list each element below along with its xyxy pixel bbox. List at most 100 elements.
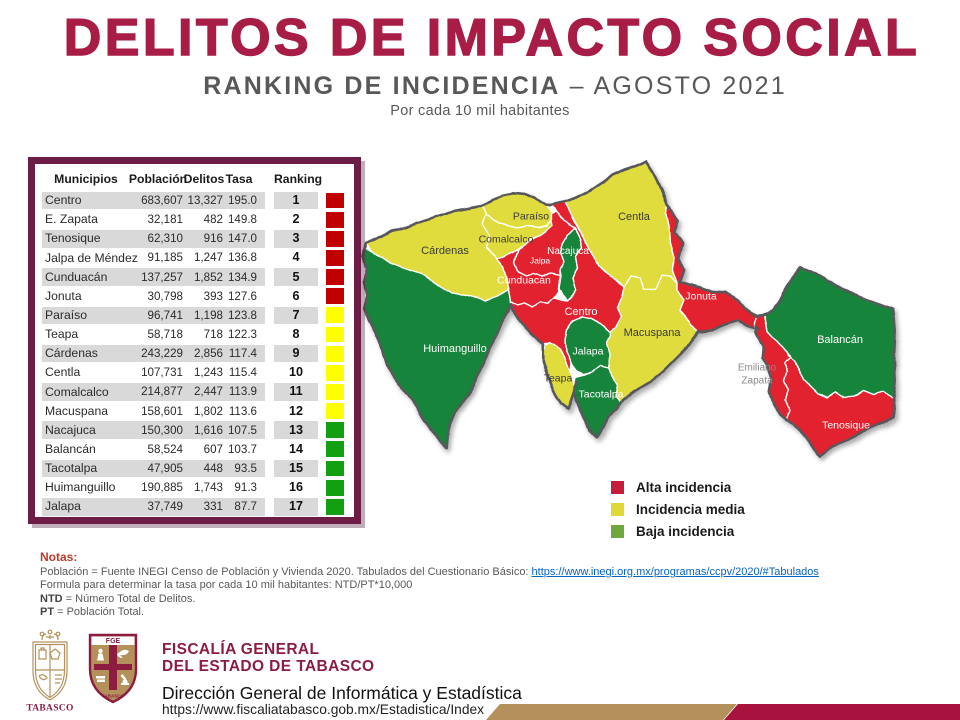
- col-header-municipios: Municipios: [54, 172, 118, 186]
- rank-band: [274, 421, 318, 439]
- cell-municipio: Cárdenas: [45, 346, 98, 361]
- department-name: Dirección General de Informática y Estad…: [162, 683, 522, 703]
- cell-municipio: Huimanguillo: [45, 480, 116, 495]
- cell-poblacion: 37,749: [147, 500, 183, 514]
- rank-band: [274, 383, 318, 401]
- table-header: Municipios Población Delitos Tasa Rankin…: [35, 164, 354, 191]
- col-header-poblacion: Población: [128, 172, 188, 186]
- table-row[interactable]: Paraíso 96,741 1,198 123.8 7: [35, 306, 354, 325]
- table-row[interactable]: Centla 107,731 1,243 115.4 10: [35, 363, 354, 382]
- table-row[interactable]: Nacajuca 150,300 1,616 107.5 13: [35, 421, 354, 440]
- inegi-link[interactable]: https://www.inegi.org.mx/programas/ccpv/…: [531, 566, 819, 578]
- table-row[interactable]: Jonuta 30,798 393 127.6 6: [35, 287, 354, 306]
- map-label: Tenosique: [822, 419, 870, 432]
- cell-poblacion: 91,185: [147, 251, 183, 265]
- cell-ranking: 12: [288, 403, 303, 418]
- cell-delitos: 331: [203, 500, 223, 514]
- cell-ranking: 2: [292, 212, 300, 227]
- crest2-caption: FGE: [106, 638, 121, 645]
- col-header-ranking: Ranking: [274, 172, 323, 186]
- cell-tasa: 117.4: [228, 347, 257, 361]
- table-row[interactable]: Centro 683,607 13,327 195.0 1: [35, 191, 354, 210]
- row-band: [42, 306, 265, 325]
- map-label: Paraíso: [512, 210, 550, 223]
- table-row[interactable]: Comalcalco 214,877 2,447 113.9 11: [35, 382, 354, 401]
- cell-tasa: 113.6: [228, 404, 257, 418]
- cell-delitos: 1,198: [193, 308, 223, 322]
- row-color-chip: [326, 460, 344, 477]
- cell-ranking: 6: [292, 288, 300, 303]
- table-body: Centro 683,607 13,327 195.0 1 E. Zapata …: [35, 191, 354, 516]
- notes-heading: Notas:: [40, 550, 78, 564]
- cell-ranking: 8: [292, 326, 300, 341]
- table-row[interactable]: Jalapa 37,749 331 87.7 17: [35, 497, 354, 516]
- cell-delitos: 13,327: [187, 194, 223, 207]
- map-label: Cunduacán: [497, 274, 551, 287]
- table-row[interactable]: Balancán 58,524 607 103.7 14: [35, 440, 354, 459]
- cell-ranking: 4: [292, 250, 300, 265]
- table-row[interactable]: Jalpa de Méndez 91,185 1,247 136.8 4: [35, 248, 354, 267]
- cell-poblacion: 158,601: [141, 404, 183, 418]
- rank-band: [274, 459, 318, 478]
- row-color-chip: [326, 269, 344, 285]
- cell-ranking: 16: [288, 480, 303, 495]
- rank-band: [274, 344, 318, 363]
- legend-label: Alta incidencia: [636, 480, 732, 495]
- cell-tasa: 113.9: [228, 385, 257, 399]
- map-label: Balancán: [817, 334, 863, 347]
- table-row[interactable]: Huimanguillo 190,885 1,743 91.3 16: [35, 478, 354, 497]
- map-label: Centro: [564, 306, 598, 319]
- table-row[interactable]: Tenosique 62,310 916 147.0 3: [35, 229, 354, 248]
- cell-tasa: 149.8: [227, 213, 257, 227]
- cell-tasa: 107.5: [227, 423, 257, 437]
- table-row[interactable]: Tacotalpa 47,905 448 93.5 15: [35, 459, 354, 478]
- cell-municipio: Macuspana: [45, 403, 109, 418]
- table-row[interactable]: Cárdenas 243,229 2,856 117.4 9: [35, 344, 354, 363]
- cell-poblacion: 32,181: [147, 213, 183, 227]
- note-line-4: PT = Población Total.: [40, 606, 920, 619]
- map-label: Macuspana: [623, 327, 681, 340]
- cell-tasa: 87.7: [234, 500, 257, 514]
- row-color-chip: [326, 250, 344, 266]
- map-state-outline: [361, 160, 897, 457]
- rank-band: [274, 268, 318, 286]
- map-region-jalapa[interactable]: [564, 316, 612, 375]
- cell-municipio: Tenosique: [45, 231, 101, 246]
- page-subtitle: RANKING DE INCIDENCIA – AGOSTO 2021: [15, 72, 960, 101]
- cell-ranking: 3: [292, 231, 300, 246]
- cell-poblacion: 107,731: [141, 366, 183, 380]
- table-row[interactable]: Cunduacán 137,257 1,852 134.9 5: [35, 268, 354, 287]
- table-row[interactable]: E. Zapata 32,181 482 149.8 2: [35, 210, 354, 229]
- row-band: [42, 191, 265, 210]
- cell-municipio: Teapa: [45, 327, 79, 342]
- cell-tasa: 147.0: [227, 232, 257, 246]
- cell-ranking: 7: [292, 307, 300, 322]
- note-3-term: NTD: [40, 592, 63, 605]
- col-header-delitos: Delitos: [183, 172, 225, 186]
- cell-ranking: 15: [288, 460, 303, 475]
- row-band: [42, 498, 265, 516]
- cell-delitos: 1,247: [193, 251, 223, 265]
- row-color-chip: [326, 403, 344, 419]
- cell-delitos: 1,852: [193, 270, 223, 284]
- cell-ranking: 9: [292, 346, 300, 361]
- cell-tasa: 122.3: [227, 327, 257, 341]
- table-row[interactable]: Teapa 58,718 718 122.3 8: [35, 325, 354, 344]
- footer-url[interactable]: https://www.fiscaliatabasco.gob.mx/Estad…: [162, 702, 485, 717]
- legend-label: Baja incidencia: [636, 524, 735, 539]
- cell-delitos: 1,616: [193, 423, 223, 437]
- map-label: Centla: [618, 211, 650, 224]
- ranking-table-panel: Municipios Población Delitos Tasa Rankin…: [28, 157, 361, 524]
- cell-municipio: Jalpa de Méndez: [45, 250, 138, 265]
- cell-tasa: 136.8: [227, 251, 257, 265]
- row-band: [42, 421, 265, 439]
- cell-municipio: Tacotalpa: [45, 461, 98, 476]
- cell-municipio: Balancán: [45, 442, 96, 457]
- row-color-chip: [326, 345, 344, 362]
- cell-ranking: 1: [292, 193, 300, 207]
- cell-poblacion: 58,718: [147, 327, 183, 341]
- tabasco-coat-of-arms-logo: TABASCO: [26, 629, 73, 713]
- cell-poblacion: 62,310: [147, 232, 183, 246]
- table-row[interactable]: Macuspana 158,601 1,802 113.6 12: [35, 402, 354, 421]
